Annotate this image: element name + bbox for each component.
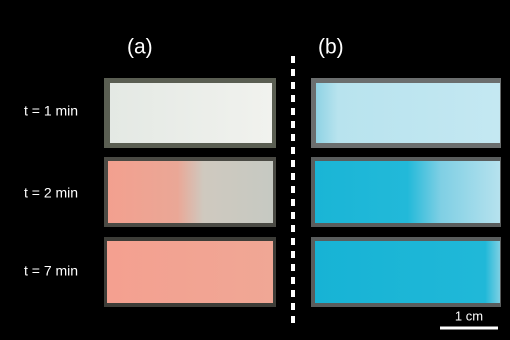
sample (315, 241, 500, 303)
panel-label: (a) (127, 36, 153, 59)
sample (110, 83, 272, 143)
row-label: t = 2 min (24, 185, 78, 201)
row-label: t = 7 min (24, 263, 78, 279)
figure: (a) (b) t = 1 min t = 2 min t = 7 min 1 … (0, 0, 510, 340)
sample (107, 241, 273, 303)
sample (315, 161, 500, 223)
sample (108, 161, 273, 223)
row-label: t = 1 min (24, 103, 78, 119)
scale-label: 1 cm (455, 308, 483, 323)
sample (316, 83, 500, 143)
panel-label: (b) (318, 36, 344, 59)
